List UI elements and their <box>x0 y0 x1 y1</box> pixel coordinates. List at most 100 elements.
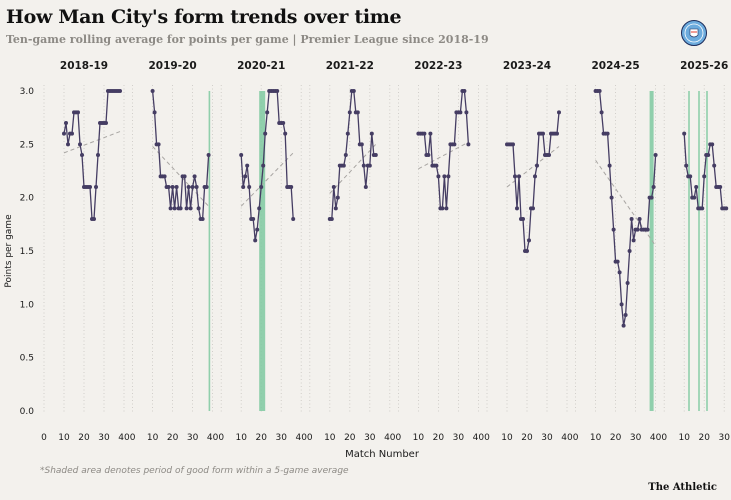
x-tick-label: 40 <box>207 433 219 443</box>
man-city-crest-icon <box>681 20 707 46</box>
data-point <box>446 174 451 179</box>
data-point <box>162 174 167 179</box>
data-point <box>345 131 350 136</box>
data-point <box>629 217 634 221</box>
data-point <box>557 110 561 115</box>
data-point <box>152 110 157 115</box>
data-point <box>190 185 195 189</box>
data-point <box>62 131 66 136</box>
trend-line <box>329 143 377 194</box>
data-point <box>80 153 84 157</box>
data-point <box>184 206 189 211</box>
x-tick-label: 10 <box>147 433 159 443</box>
panel-title: 2023-24 <box>503 60 551 72</box>
data-point <box>462 89 467 93</box>
x-tick-label: 0 <box>396 433 402 443</box>
x-tick-label: 30 <box>453 433 465 443</box>
data-point <box>597 89 602 93</box>
x-axis-label: Match Number <box>345 449 420 460</box>
panel-2022-23 <box>397 85 479 413</box>
data-point <box>649 195 654 200</box>
data-point <box>289 185 294 189</box>
data-point <box>192 174 197 179</box>
trend-line <box>240 152 294 207</box>
data-point <box>442 174 447 179</box>
x-tick-label: 20 <box>433 433 445 443</box>
x-tick-label: 30 <box>630 433 642 443</box>
data-point <box>527 238 531 243</box>
panel-title: 2021-22 <box>326 60 374 72</box>
x-tick-label: 30 <box>187 433 199 443</box>
data-point <box>194 185 199 189</box>
data-point <box>645 227 650 232</box>
x-tick-label: 20 <box>698 433 710 443</box>
data-point <box>422 131 427 136</box>
data-point <box>712 163 717 168</box>
data-point <box>253 238 258 243</box>
panel-2024-25 <box>575 85 658 413</box>
panel-2020-21 <box>220 85 302 413</box>
data-point <box>635 227 640 232</box>
data-point <box>682 131 687 136</box>
data-point <box>625 281 630 285</box>
data-point <box>88 185 92 189</box>
data-point <box>255 227 260 232</box>
chart-title: How Man City's form trends over time <box>6 6 402 28</box>
data-point <box>245 163 250 168</box>
data-point <box>170 185 175 189</box>
panel-title: 2020-21 <box>237 60 285 72</box>
data-point <box>331 185 336 189</box>
data-point <box>513 174 517 179</box>
data-point <box>182 174 187 179</box>
series-line <box>418 90 470 209</box>
data-point <box>599 110 604 115</box>
data-point <box>172 206 177 211</box>
data-point <box>428 131 433 136</box>
data-point <box>200 217 205 221</box>
chart-subtitle: Ten-game rolling average for points per … <box>6 33 489 46</box>
data-point <box>609 195 614 200</box>
data-point <box>555 131 559 136</box>
x-tick-label: 10 <box>678 433 690 443</box>
series-line <box>595 90 657 326</box>
data-point <box>92 217 96 221</box>
data-point <box>78 142 82 147</box>
y-tick-label: 2.5 <box>20 140 34 150</box>
data-point <box>426 153 431 157</box>
data-point <box>718 185 723 189</box>
x-tick-label: 40 <box>561 433 573 443</box>
data-point <box>637 217 642 221</box>
x-tick-label: 10 <box>58 433 70 443</box>
x-tick-label: 20 <box>255 433 267 443</box>
data-point <box>367 163 372 168</box>
x-tick-label: 30 <box>364 433 376 443</box>
brand-logo: The Athletic <box>648 482 717 493</box>
x-tick-label: 40 <box>295 433 307 443</box>
x-tick-label: 20 <box>521 433 533 443</box>
data-point <box>363 185 368 189</box>
data-point <box>521 217 525 221</box>
data-point <box>118 89 122 93</box>
data-point <box>452 142 457 147</box>
x-tick-label: 30 <box>541 433 553 443</box>
data-point <box>66 142 70 147</box>
good-form-shade <box>698 91 700 411</box>
x-tick-label: 40 <box>650 433 662 443</box>
x-tick-label: 30 <box>98 433 110 443</box>
data-point <box>615 259 620 264</box>
data-point <box>261 163 266 168</box>
data-point <box>76 110 80 115</box>
data-point <box>653 153 658 157</box>
data-point <box>265 110 270 115</box>
data-point <box>156 142 161 147</box>
data-point <box>694 185 699 189</box>
data-point <box>263 131 268 136</box>
data-point <box>688 174 693 179</box>
x-tick-label: 20 <box>610 433 622 443</box>
data-point <box>533 174 537 179</box>
data-point <box>619 302 624 307</box>
data-point <box>440 206 445 211</box>
data-point <box>335 195 340 200</box>
data-point <box>621 323 626 328</box>
y-tick-label: 2.0 <box>20 194 35 204</box>
